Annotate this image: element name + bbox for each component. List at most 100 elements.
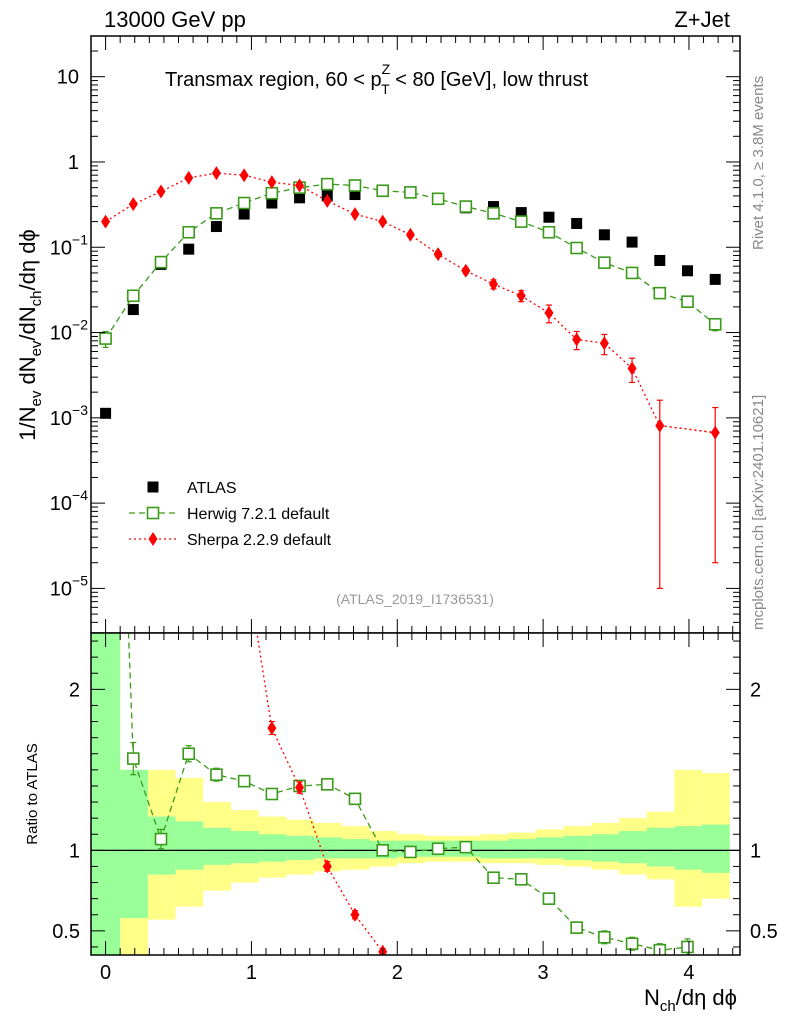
x-tick-label-0: 0 — [100, 962, 111, 984]
y-tick-label-2: 10−3 — [50, 402, 88, 430]
inner-band-bin-4 — [203, 827, 232, 865]
main-y-axis-label: 1/Nev dNev/dNch/dη dϕ — [15, 229, 45, 441]
main-plot-area — [99, 166, 722, 590]
y-tick-label-1: 10−4 — [50, 487, 88, 515]
atlas-point-3 — [183, 243, 195, 255]
legend: ATLAS Herwig 7.2.1 default Sherpa 2.2.9 de… — [129, 480, 332, 549]
inner-band-bin-6 — [258, 834, 287, 862]
inner-band-bin-16 — [535, 837, 564, 859]
rivet-version-label: Rivet 4.1.0, ≥ 3.8M events — [750, 76, 767, 250]
herwig-point-18 — [598, 256, 611, 269]
herwig-point-21 — [681, 295, 694, 308]
ratio-herwig-point-19 — [625, 937, 639, 951]
sherpa-point-1 — [128, 197, 138, 212]
ratio-herwig-point-21 — [681, 940, 694, 954]
herwig-point-12 — [431, 192, 445, 206]
ratio-sherpa-point-8 — [322, 859, 332, 874]
atlas-point-5 — [238, 208, 250, 220]
inner-band-bin-7 — [286, 835, 315, 861]
ratio-herwig-point-11 — [404, 845, 417, 859]
herwig-point-5 — [237, 196, 251, 210]
sherpa-empty-bin — [659, 424, 716, 434]
atlas-point-0 — [100, 407, 112, 419]
inner-band-bin-9 — [341, 839, 370, 859]
herwig-point-16 — [542, 225, 556, 239]
inner-band-bin-15 — [508, 839, 536, 859]
analysis-id: (ATLAS_2019_I1736531) — [336, 591, 494, 607]
ratio-herwig-point-10 — [376, 844, 389, 857]
sherpa-point-17 — [572, 332, 582, 347]
sherpa-point-5 — [239, 168, 249, 183]
sherpa-point-15 — [516, 288, 526, 303]
inner-band-bin-0 — [91, 633, 121, 955]
ratio-herwig-line — [127, 633, 688, 951]
atlas-point-1 — [127, 304, 139, 316]
inner-band-bin-21 — [674, 826, 703, 870]
x-axis-label: Nch/dη dϕ — [644, 985, 737, 1015]
herwig-point-9 — [348, 179, 362, 192]
legend-label-atlas: ATLAS — [187, 480, 237, 497]
inner-band-bin-3 — [175, 821, 204, 870]
herwig-point-20 — [653, 286, 667, 300]
inner-band-bin-14 — [480, 840, 509, 859]
ratio-sherpa-point-9 — [350, 907, 360, 922]
ratio-herwig-point-5 — [237, 774, 251, 788]
atlas-point-6 — [266, 197, 278, 209]
herwig-point-1 — [126, 289, 140, 303]
ratio-herwig-point-8 — [320, 778, 334, 791]
sherpa-point-19 — [627, 361, 637, 376]
collision-label: 13000 GeV pp — [104, 7, 246, 32]
sherpa-point-13 — [461, 263, 471, 278]
y-tick-label-0: 10−5 — [50, 572, 88, 600]
y-tick-label-3: 10−2 — [50, 317, 88, 345]
legend-entry-sherpa: Sherpa 2.2.9 default — [129, 532, 332, 549]
atlas-point-15 — [515, 207, 527, 219]
atlas-point-16 — [543, 211, 555, 223]
ratio-plot-area — [91, 633, 740, 955]
herwig-point-10 — [376, 184, 389, 198]
ratio-sherpa-point-7 — [295, 780, 305, 795]
x-tick-label-3: 3 — [538, 962, 549, 984]
atlas-point-7 — [294, 192, 306, 204]
ratio-y-tick-label-left-1: 1 — [69, 840, 80, 862]
ratio-sherpa-point-6 — [267, 720, 277, 735]
ratio-y-tick-label-right-2: 2 — [750, 679, 761, 701]
atlas-point-9 — [349, 189, 361, 201]
ratio-y-tick-label-right-0: 0.5 — [750, 921, 778, 943]
inner-band-bin-17 — [563, 835, 592, 861]
atlas-point-22 — [709, 273, 721, 285]
legend-entry-herwig: Herwig 7.2.1 default — [129, 506, 330, 523]
ratio-axes: 0.5 0.5 1 1 2 2 0 1 2 3 4 — [52, 633, 778, 984]
herwig-point-8 — [320, 177, 334, 191]
sherpa-point-4 — [211, 166, 221, 181]
legend-marker-sherpa — [148, 532, 158, 546]
process-label: Z+Jet — [674, 7, 730, 32]
ratio-herwig-point-3 — [182, 747, 196, 761]
herwig-point-17 — [570, 241, 583, 255]
ratio-panel-frame — [90, 632, 741, 956]
herwig-point-22 — [708, 317, 722, 331]
sherpa-point-0 — [101, 214, 111, 229]
ratio-sherpa-line — [256, 633, 384, 953]
ratio-herwig-point-12 — [431, 842, 445, 856]
herwig-line — [105, 183, 716, 339]
inner-band-bin-18 — [591, 834, 619, 862]
legend-entry-atlas: ATLAS — [147, 480, 237, 497]
ratio-herwig-point-2 — [154, 832, 168, 846]
x-tick-label-1: 1 — [246, 962, 257, 984]
sherpa-point-3 — [184, 170, 194, 185]
sherpa-line — [105, 172, 716, 434]
ratio-y-tick-label-left-2: 2 — [69, 679, 80, 701]
ratio-y-tick-label-right-1: 1 — [750, 840, 761, 862]
ratio-y-axis-label: Ratio to ATLAS — [24, 743, 41, 844]
legend-label-sherpa: Sherpa 2.2.9 default — [187, 532, 332, 549]
sherpa-point-14 — [489, 277, 499, 292]
main-panel: 10−5 10−4 10−3 10−2 10−1 1 10 Transmax region,… — [15, 35, 741, 634]
atlas-point-17 — [571, 217, 583, 229]
ratio-herwig-point-15 — [514, 873, 528, 886]
inner-band-bin-2 — [147, 816, 176, 875]
sherpa-point-6 — [267, 175, 277, 190]
ratio-herwig-point-6 — [265, 787, 279, 801]
y-tick-label-6: 10 — [57, 67, 79, 89]
